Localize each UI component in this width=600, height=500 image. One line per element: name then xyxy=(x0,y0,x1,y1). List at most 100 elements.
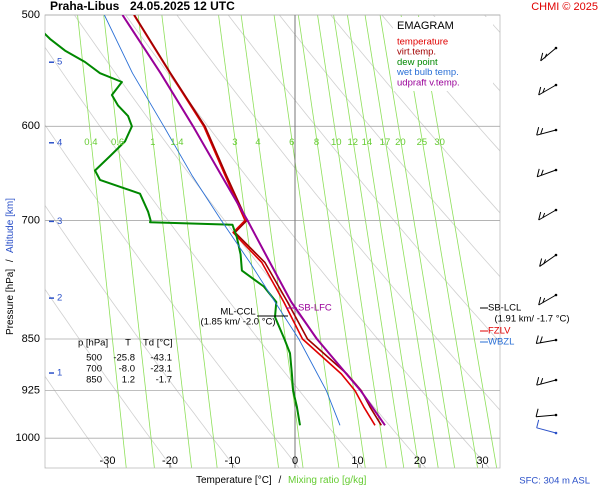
mixing-ratio-line xyxy=(364,15,439,468)
barb-flag xyxy=(538,86,542,96)
y-tick-label: 1000 xyxy=(16,432,40,444)
legend-entry: virt.temp. xyxy=(397,47,436,58)
barb-flag xyxy=(540,52,544,61)
mixing-ratio-line xyxy=(218,15,279,468)
x-tick-label: -10 xyxy=(225,455,241,467)
altitude-label: 2 xyxy=(57,293,62,304)
legend-entry: udpraft v.temp. xyxy=(397,77,460,88)
dry-adiabat xyxy=(330,15,500,214)
legend-title: EMAGRAM xyxy=(397,20,454,32)
y-tick-label: 500 xyxy=(22,9,40,21)
dry-adiabat xyxy=(45,204,236,468)
barb-flag xyxy=(543,259,547,265)
altitude-label: 5 xyxy=(57,57,62,68)
mixing-ratio-label: 1.4 xyxy=(170,137,183,148)
x-tick-label: 30 xyxy=(476,455,488,467)
y-label-separator: / xyxy=(5,259,16,262)
x-tick-label: 0 xyxy=(292,455,298,467)
profile-line xyxy=(45,32,301,426)
x-label-separator: / xyxy=(278,475,281,486)
mixing-ratio-label: 17 xyxy=(380,137,391,148)
dry-adiabat xyxy=(45,46,363,468)
mixing-ratio-label: 3 xyxy=(232,137,237,148)
barb-staff xyxy=(536,129,557,136)
x-tick-label: 10 xyxy=(351,455,363,467)
mixing-ratio-label: 25 xyxy=(417,137,428,148)
labels: 0.4 0.6 1 1.4 3 4 6 8 10 12 14 17 20 25 30500600700850… xyxy=(16,9,489,467)
mixing-ratio-label: 0.4 xyxy=(84,137,97,148)
x-tick-label: -30 xyxy=(100,455,116,467)
mixing-ratio-label: 20 xyxy=(395,137,406,148)
barb-staff xyxy=(538,84,557,96)
barb-dot xyxy=(554,338,558,342)
mixing-ratio-label: 12 xyxy=(347,137,358,148)
barb-staff xyxy=(536,427,557,434)
table-cell: -8.0 xyxy=(119,364,135,375)
ml-ccl: ML-CCL xyxy=(220,307,255,318)
barb-staff xyxy=(536,379,557,386)
y-axis-label: Pressure [hPa] / Altitude [km] xyxy=(5,198,16,335)
fzlv: FZLV xyxy=(488,326,511,337)
barb-flag xyxy=(542,212,546,219)
station-title: Praha-Libus xyxy=(50,0,120,13)
dry-adiabat xyxy=(227,15,500,343)
ml-ccl-detail: (1.85 km/ -2.0 °C) xyxy=(200,317,275,328)
barb-staff xyxy=(539,254,557,267)
barb-flag xyxy=(540,378,544,385)
table-cell: 1.2 xyxy=(122,375,135,386)
table-cell: 500 xyxy=(86,353,102,364)
barb-flag xyxy=(535,335,539,344)
barb-dot xyxy=(554,293,558,297)
altitude-label: 1 xyxy=(57,368,62,379)
mixing-ratio-label: 4 xyxy=(255,137,260,148)
y-tick-label: 850 xyxy=(22,333,40,345)
mixing-ratio-line xyxy=(137,15,192,468)
dry-adiabat xyxy=(381,15,500,152)
table-header: Td [°C] xyxy=(143,338,173,349)
mixing-ratio-label: 1 xyxy=(150,137,155,148)
barb-dot xyxy=(554,128,558,132)
legend-entry: dew point xyxy=(397,57,438,68)
grid xyxy=(44,14,501,469)
barb-staff xyxy=(538,294,557,306)
y-tick-label: 925 xyxy=(22,385,40,397)
y-label-2: Altitude [km] xyxy=(5,198,16,253)
barb-flag xyxy=(544,53,548,59)
table-cell: 850 xyxy=(86,375,102,386)
table-cell: -25.8 xyxy=(113,353,135,364)
table-cell: -1.7 xyxy=(156,375,172,386)
barb-flag xyxy=(539,336,543,343)
wbzl: WBZL xyxy=(488,337,514,348)
mixing-ratio-line xyxy=(77,15,127,468)
legend-box xyxy=(393,17,493,91)
mixing-ratio-label: 14 xyxy=(362,137,373,148)
barb-dot xyxy=(554,253,558,257)
table-cell: -23.1 xyxy=(150,364,172,375)
barb-dot xyxy=(554,378,558,382)
x-tick-label: -20 xyxy=(162,455,178,467)
barb-dot xyxy=(554,168,558,172)
mixing-ratio-label: 0.6 xyxy=(111,137,124,148)
profile-line xyxy=(121,15,386,426)
mixing-ratio-line xyxy=(273,15,340,468)
x-label-2: Mixing ratio [g/kg] xyxy=(288,475,367,486)
barb-flag xyxy=(536,377,540,386)
barb-dot xyxy=(554,46,558,50)
dry-adiabat xyxy=(45,375,110,468)
data-table: p [hPa] T Td [°C] 500 -25.8 -43.1 700 -8.0 -23.1… xyxy=(78,338,173,386)
footnote: SFC: 304 m ASL xyxy=(519,476,590,487)
barb-flag xyxy=(538,296,542,306)
dry-adiabat xyxy=(45,124,300,468)
dry-adiabat xyxy=(45,288,173,468)
barb-flag xyxy=(535,408,539,417)
curves xyxy=(45,15,386,426)
mixing-ratio-line xyxy=(297,15,366,468)
barb-flag xyxy=(540,128,544,135)
mixing-ratio-line xyxy=(347,15,420,468)
mixing-ratio-line xyxy=(317,15,387,468)
y-label: Pressure [hPa] xyxy=(5,269,16,335)
mixing-ratio-label: 30 xyxy=(434,137,445,148)
sb-lcl-detail: (1.91 km/ -1.7 °C) xyxy=(494,314,569,325)
altitude-label: 3 xyxy=(57,216,62,227)
